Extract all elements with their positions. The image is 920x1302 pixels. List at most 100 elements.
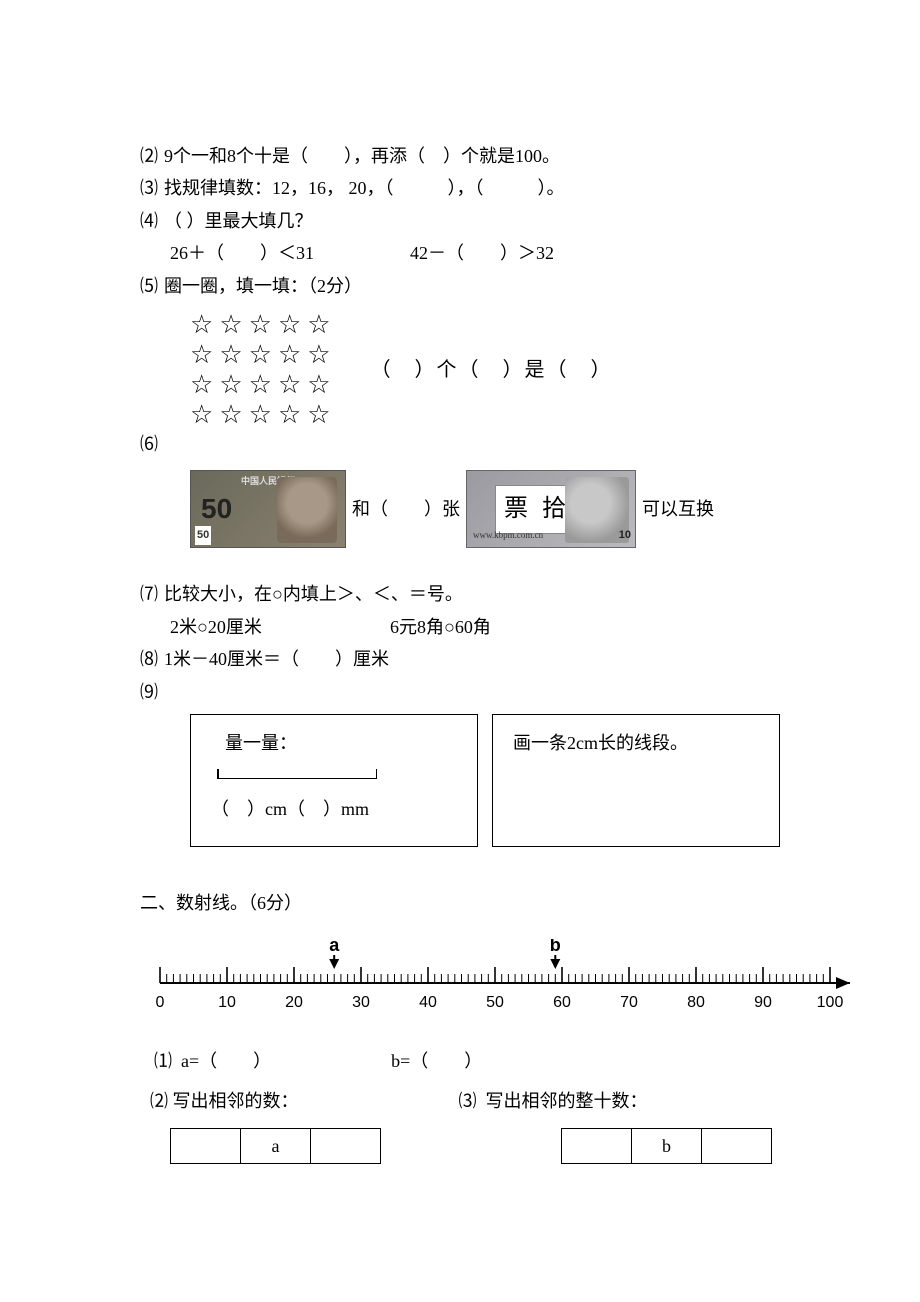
star-icon: ☆ — [278, 402, 301, 428]
q3-text: 找规律填数：12，16， 20，（ ），（ ）。 — [164, 172, 565, 204]
measure-line-icon — [217, 765, 377, 779]
question-3: ⑶ 找规律填数：12，16， 20，（ ），（ ）。 — [140, 172, 780, 204]
ab-tables: a b — [170, 1128, 780, 1164]
star-icon: ☆ — [249, 372, 272, 398]
svg-text:90: 90 — [754, 994, 772, 1011]
svg-text:40: 40 — [419, 994, 437, 1011]
star-icon: ☆ — [249, 402, 272, 428]
number-line: 0 10 20 30 40 50 60 70 80 90 100 a b — [150, 939, 850, 1039]
q5-fill: （ ）个（ ）是（ ） — [371, 352, 613, 388]
q2-number: ⑵ — [140, 140, 158, 172]
q3-number: ⑶ — [140, 172, 158, 204]
s2-q2q3: ⑵ 写出相邻的数： ⑶ 写出相邻的整十数： — [150, 1085, 780, 1117]
star-icon: ☆ — [249, 342, 272, 368]
svg-text:80: 80 — [687, 994, 705, 1011]
question-5: ⑸ 圈一圈，填一填：（2分） — [140, 270, 780, 302]
q8-text: 1米－40厘米＝（ ）厘米 — [164, 643, 389, 675]
q7-number: ⑺ — [140, 578, 158, 610]
q9-boxes: 量一量： （ ）cm（ ）mm 画一条2cm长的线段。 — [190, 714, 780, 847]
table-a: a — [170, 1128, 381, 1164]
star-icon: ☆ — [190, 372, 213, 398]
q4-text: （ ）里最大填几？ — [164, 205, 313, 237]
svg-text:0: 0 — [156, 994, 165, 1011]
banknote-10-icon: 票 拾貹 www.kbpm.com.cn 10 — [466, 470, 636, 548]
star-icon: ☆ — [249, 312, 272, 338]
q4-a: 26＋（ ）＜31 — [170, 237, 410, 269]
star-icon: ☆ — [219, 342, 242, 368]
table-a-mid: a — [241, 1128, 311, 1163]
stars-grid: ☆☆☆☆☆☆☆☆☆☆☆☆☆☆☆☆☆☆☆☆ — [190, 312, 331, 428]
bill50-sub: 50 — [195, 526, 211, 546]
s2q1-number: ⑴ — [154, 1051, 172, 1071]
q8-number: ⑻ — [140, 643, 158, 675]
question-4-line2: 26＋（ ）＜31 42－（ ）＞32 — [170, 237, 780, 269]
s2q3-text: 写出相邻的整十数： — [486, 1091, 648, 1111]
table-b-right — [702, 1128, 772, 1163]
table-a-right — [311, 1128, 381, 1163]
star-row: ☆☆☆☆☆ — [190, 402, 331, 428]
star-icon: ☆ — [219, 372, 242, 398]
q2-text: 9个一和8个十是（ ），再添（ ）个就是100。 — [164, 140, 560, 172]
q6-and: 和（ ）张 — [352, 493, 460, 525]
svg-text:b: b — [550, 939, 561, 955]
q6-content: 中国人民银行 50 50 和（ ）张 票 拾貹 www.kbpm.com.cn … — [190, 470, 780, 548]
question-9: ⑼ — [140, 676, 780, 708]
table-b-left — [562, 1128, 632, 1163]
s2q3-number: ⑶ — [459, 1091, 477, 1111]
q5-text: 圈一圈，填一填：（2分） — [164, 270, 362, 302]
svg-text:10: 10 — [218, 994, 236, 1011]
bill50-top: 中国人民银行 — [241, 473, 295, 489]
svg-text:60: 60 — [553, 994, 571, 1011]
svg-text:50: 50 — [486, 994, 504, 1011]
star-icon: ☆ — [278, 342, 301, 368]
section-2-title: 二、数射线。（6分） — [140, 887, 780, 919]
svg-text:100: 100 — [817, 994, 844, 1011]
star-row: ☆☆☆☆☆ — [190, 312, 331, 338]
star-icon: ☆ — [190, 312, 213, 338]
s2q2-number: ⑵ — [150, 1091, 168, 1111]
star-icon: ☆ — [219, 402, 242, 428]
q7-b: 6元8角○60角 — [390, 611, 491, 643]
star-icon: ☆ — [307, 312, 330, 338]
svg-text:70: 70 — [620, 994, 638, 1011]
number-line-svg: 0 10 20 30 40 50 60 70 80 90 100 a b — [150, 939, 870, 1039]
star-icon: ☆ — [278, 312, 301, 338]
table-b: b — [561, 1128, 772, 1164]
q7-compare: 2米○20厘米 6元8角○60角 — [170, 611, 780, 643]
q7-a: 2米○20厘米 — [170, 611, 390, 643]
bill10-corner: 10 — [619, 526, 631, 546]
measure-units: （ ）cm（ ）mm — [211, 793, 457, 825]
measure-box: 量一量： （ ）cm（ ）mm — [190, 714, 478, 847]
star-row: ☆☆☆☆☆ — [190, 342, 331, 368]
star-icon: ☆ — [307, 342, 330, 368]
bill10-watermark: www.kbpm.com.cn — [473, 527, 543, 543]
star-icon: ☆ — [307, 402, 330, 428]
table-b-mid: b — [632, 1128, 702, 1163]
question-6: ⑹ — [140, 428, 780, 460]
draw-box: 画一条2cm长的线段。 — [492, 714, 780, 847]
q6-number: ⑹ — [140, 428, 158, 460]
star-icon: ☆ — [307, 372, 330, 398]
q4-number: ⑷ — [140, 205, 158, 237]
svg-text:20: 20 — [285, 994, 303, 1011]
star-icon: ☆ — [219, 312, 242, 338]
q7-text: 比较大小，在○内填上＞、＜、＝号。 — [164, 578, 463, 610]
q4-b: 42－（ ）＞32 — [410, 237, 554, 269]
s2q1-a: a=（ ） — [181, 1051, 271, 1071]
star-icon: ☆ — [190, 342, 213, 368]
question-4: ⑷ （ ）里最大填几？ — [140, 205, 780, 237]
question-8: ⑻ 1米－40厘米＝（ ）厘米 — [140, 643, 780, 675]
q5-content: ☆☆☆☆☆☆☆☆☆☆☆☆☆☆☆☆☆☆☆☆ （ ）个（ ）是（ ） — [190, 312, 780, 428]
question-2: ⑵ 9个一和8个十是（ ），再添（ ）个就是100。 — [140, 140, 780, 172]
measure-title: 量一量： — [225, 727, 457, 759]
section-2: 二、数射线。（6分） 0102030405060708090100ab ⑴ a=… — [140, 887, 780, 1165]
svg-text:a: a — [329, 939, 340, 955]
s2-q1: ⑴ a=（ ） b=（ ） — [154, 1045, 780, 1077]
q9-number: ⑼ — [140, 676, 158, 708]
s2q2-text: 写出相邻的数： — [173, 1091, 299, 1111]
star-row: ☆☆☆☆☆ — [190, 372, 331, 398]
star-icon: ☆ — [278, 372, 301, 398]
svg-text:30: 30 — [352, 994, 370, 1011]
draw-text: 画一条2cm长的线段。 — [513, 727, 759, 759]
question-7: ⑺ 比较大小，在○内填上＞、＜、＝号。 — [140, 578, 780, 610]
